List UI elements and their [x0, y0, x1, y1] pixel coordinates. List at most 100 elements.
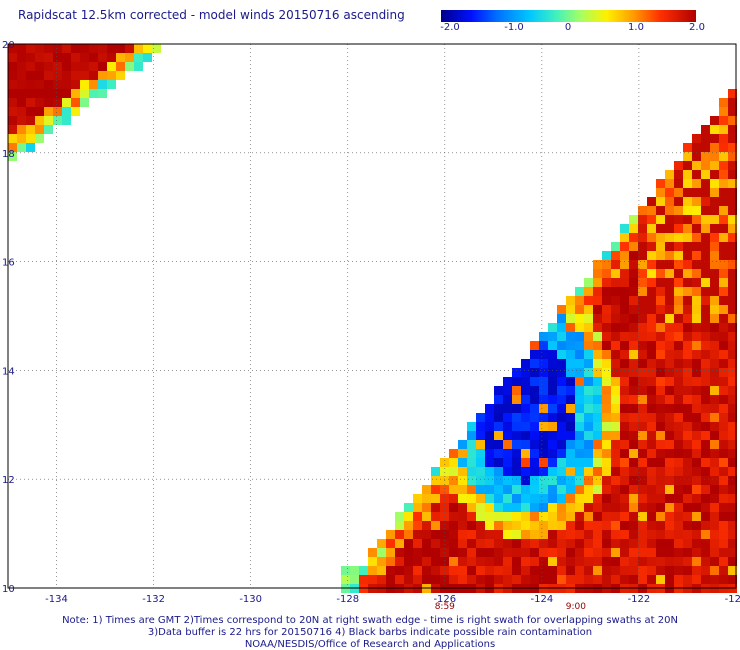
- swath-cell: [683, 476, 692, 485]
- swath-cell: [683, 485, 692, 494]
- swath-cell: [449, 494, 458, 503]
- swath-cell: [62, 98, 71, 107]
- swath-cell: [656, 440, 665, 449]
- swath-cell: [512, 395, 521, 404]
- swath-cell: [548, 404, 557, 413]
- swath-cell: [485, 422, 494, 431]
- swath-cell: [116, 62, 125, 71]
- latitude-label: 20: [2, 40, 15, 51]
- swath-cell: [656, 404, 665, 413]
- swath-cell: [575, 485, 584, 494]
- swath-cell: [638, 323, 647, 332]
- swath-cell: [503, 557, 512, 566]
- swath-cell: [548, 494, 557, 503]
- swath-cell: [647, 197, 656, 206]
- swath-cell: [710, 377, 719, 386]
- swath-cell: [656, 566, 665, 575]
- swath-cell: [611, 539, 620, 548]
- swath-cell: [674, 269, 683, 278]
- swath-cell: [674, 566, 683, 575]
- swath-cell: [26, 80, 35, 89]
- swath-cell: [476, 521, 485, 530]
- swath-cell: [116, 44, 125, 53]
- swath-cell: [620, 242, 629, 251]
- swath-cell: [656, 494, 665, 503]
- swath-cell: [683, 494, 692, 503]
- swath-cell: [638, 242, 647, 251]
- swath-cell: [629, 467, 638, 476]
- swath-cell: [674, 359, 683, 368]
- swath-cell: [575, 494, 584, 503]
- swath-cell: [494, 566, 503, 575]
- swath-cell: [395, 557, 404, 566]
- swath-cell: [107, 44, 116, 53]
- swath-cell: [557, 386, 566, 395]
- swath-cell: [107, 62, 116, 71]
- swath-cell: [602, 395, 611, 404]
- swath-cell: [512, 458, 521, 467]
- swath-cell: [521, 368, 530, 377]
- swath-cell: [683, 296, 692, 305]
- swath-cell: [620, 341, 629, 350]
- swath-cell: [719, 350, 728, 359]
- swath-cell: [368, 548, 377, 557]
- swath-cell: [584, 395, 593, 404]
- swath-cell: [728, 521, 737, 530]
- swath-cell: [692, 161, 701, 170]
- swath-cell: [692, 521, 701, 530]
- swath-cell: [638, 287, 647, 296]
- swath-cell: [719, 323, 728, 332]
- swath-cell: [17, 89, 26, 98]
- swath-cell: [620, 575, 629, 584]
- swath-cell: [593, 323, 602, 332]
- swath-cell: [656, 539, 665, 548]
- swath-cell: [701, 152, 710, 161]
- swath-cell: [17, 80, 26, 89]
- swath-cell: [602, 440, 611, 449]
- swath-cell: [593, 467, 602, 476]
- swath-cell: [71, 80, 80, 89]
- swath-cell: [8, 53, 17, 62]
- swath-cell: [656, 422, 665, 431]
- swath-cell: [17, 134, 26, 143]
- swath-cell: [638, 278, 647, 287]
- swath-cell: [566, 467, 575, 476]
- swath-cell: [728, 449, 737, 458]
- swath-cell: [701, 314, 710, 323]
- swath-cell: [692, 341, 701, 350]
- swath-cell: [728, 485, 737, 494]
- swath-cell: [710, 431, 719, 440]
- longitude-labels: -134 -132 -130 -128 -126 -124 -122 -120: [45, 594, 740, 605]
- swath-cell: [584, 521, 593, 530]
- swath-cell: [53, 62, 62, 71]
- swath-cell: [503, 395, 512, 404]
- swath-cell: [494, 503, 503, 512]
- swath-cell: [71, 53, 80, 62]
- swath-cell: [683, 431, 692, 440]
- swath-cell: [485, 530, 494, 539]
- swath-cell: [638, 251, 647, 260]
- swath-cell: [575, 332, 584, 341]
- swath-cell: [386, 539, 395, 548]
- swath-cell: [458, 467, 467, 476]
- swath-cell: [422, 485, 431, 494]
- swath-cell: [683, 152, 692, 161]
- swath-cell: [683, 161, 692, 170]
- swath-cell: [26, 143, 35, 152]
- swath-cell: [647, 575, 656, 584]
- swath-cell: [566, 458, 575, 467]
- swath-cell: [548, 458, 557, 467]
- swath-cell: [8, 71, 17, 80]
- swath-cell: [710, 215, 719, 224]
- swath-cell: [629, 503, 638, 512]
- swath-cell: [665, 422, 674, 431]
- swath-cell: [431, 548, 440, 557]
- swath-cell: [422, 494, 431, 503]
- swath-cell: [467, 422, 476, 431]
- swath-cell: [8, 134, 17, 143]
- swath-cell: [566, 395, 575, 404]
- swath-cell: [35, 107, 44, 116]
- swath-cell: [710, 323, 719, 332]
- swath-cell: [701, 170, 710, 179]
- swath-cell: [593, 557, 602, 566]
